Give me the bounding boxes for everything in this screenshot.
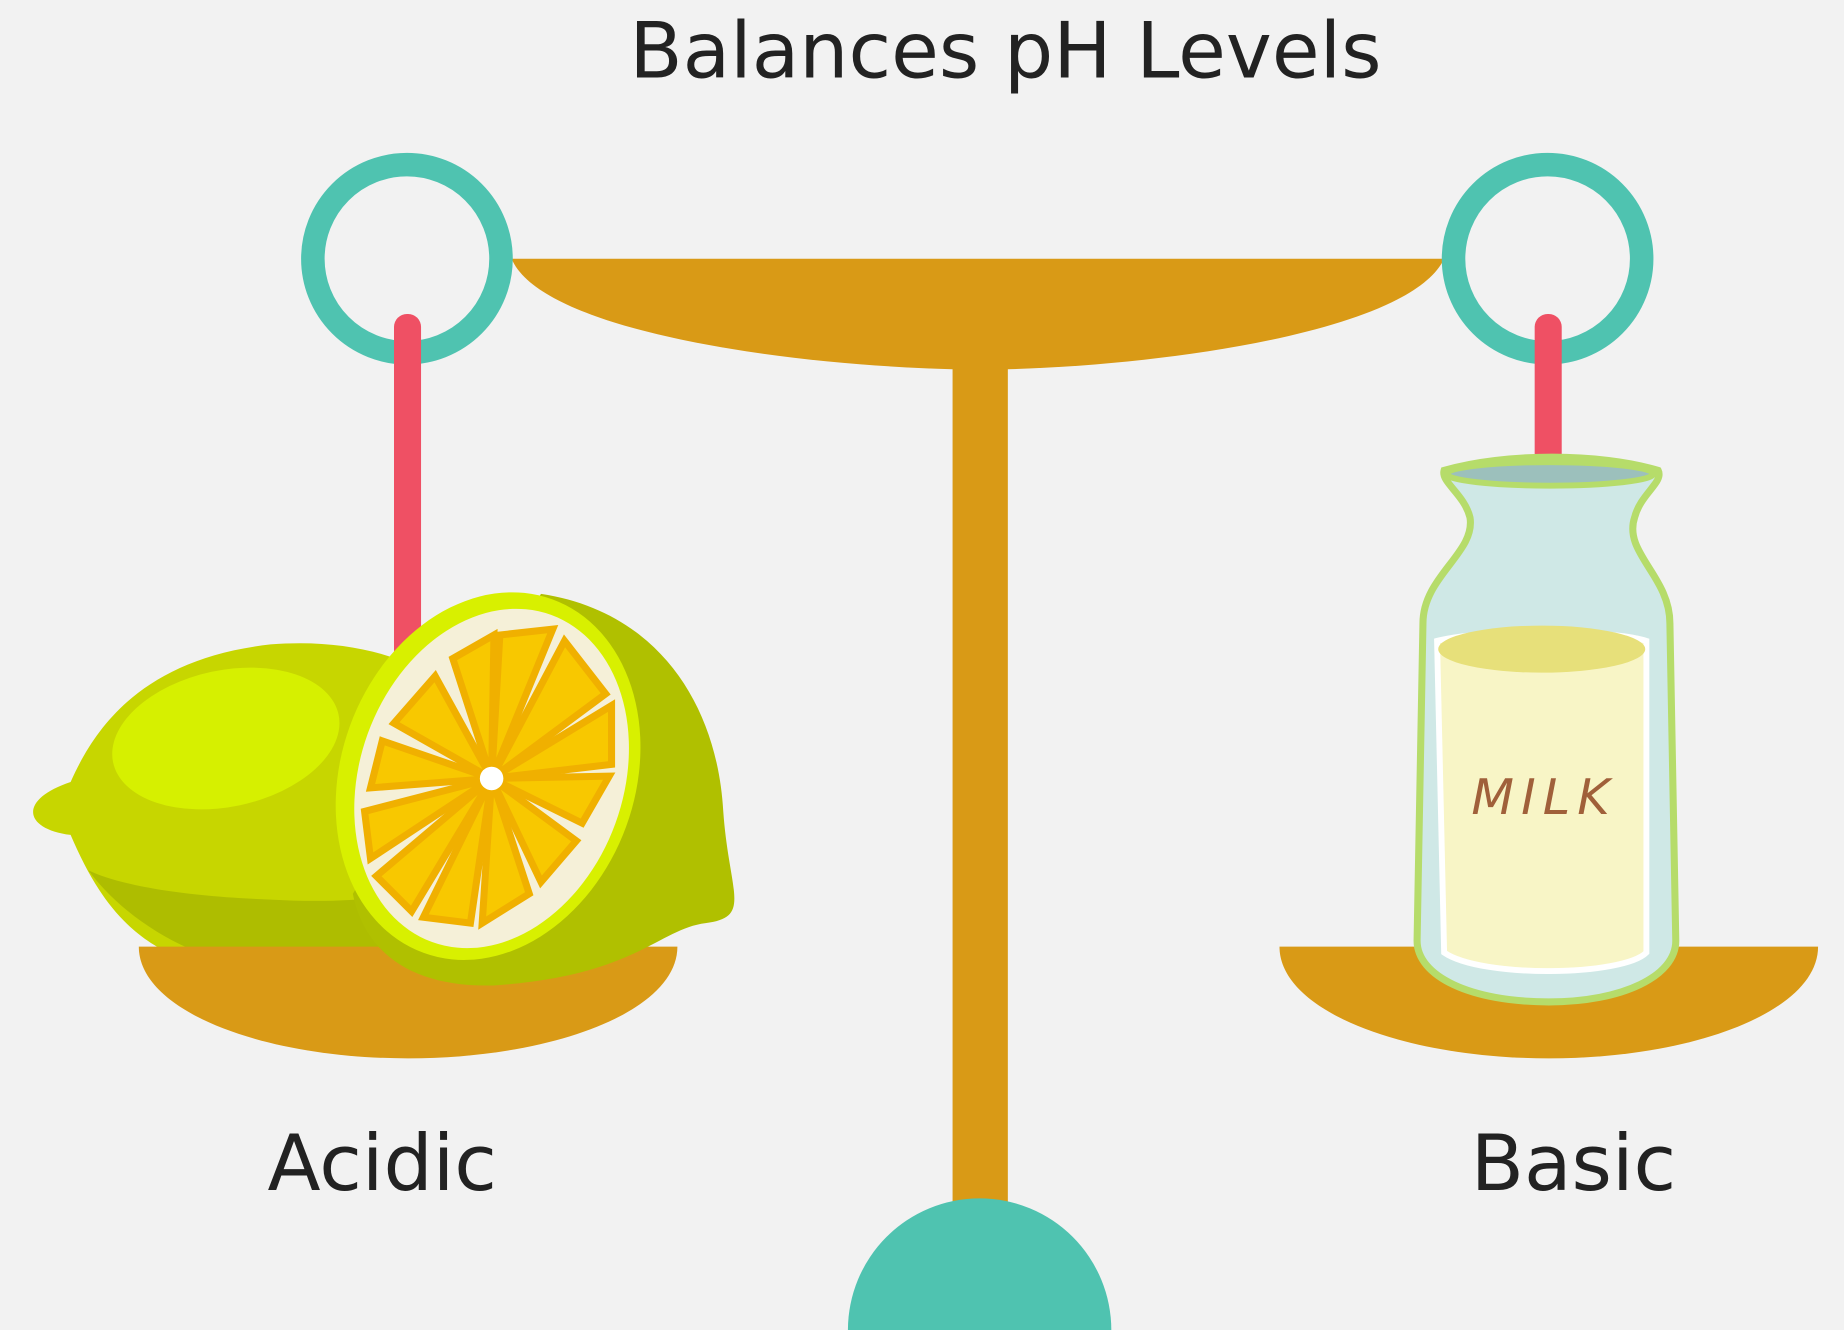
jar-label: MILK (1471, 768, 1616, 826)
post (953, 341, 1008, 1235)
basic-label: Basic (1471, 1119, 1676, 1209)
page: Balances pH Levels (0, 0, 1844, 1330)
scale-illustration: Balances pH Levels (0, 0, 1844, 1330)
title: Balances pH Levels (629, 7, 1381, 97)
acidic-label: Acidic (268, 1119, 497, 1209)
